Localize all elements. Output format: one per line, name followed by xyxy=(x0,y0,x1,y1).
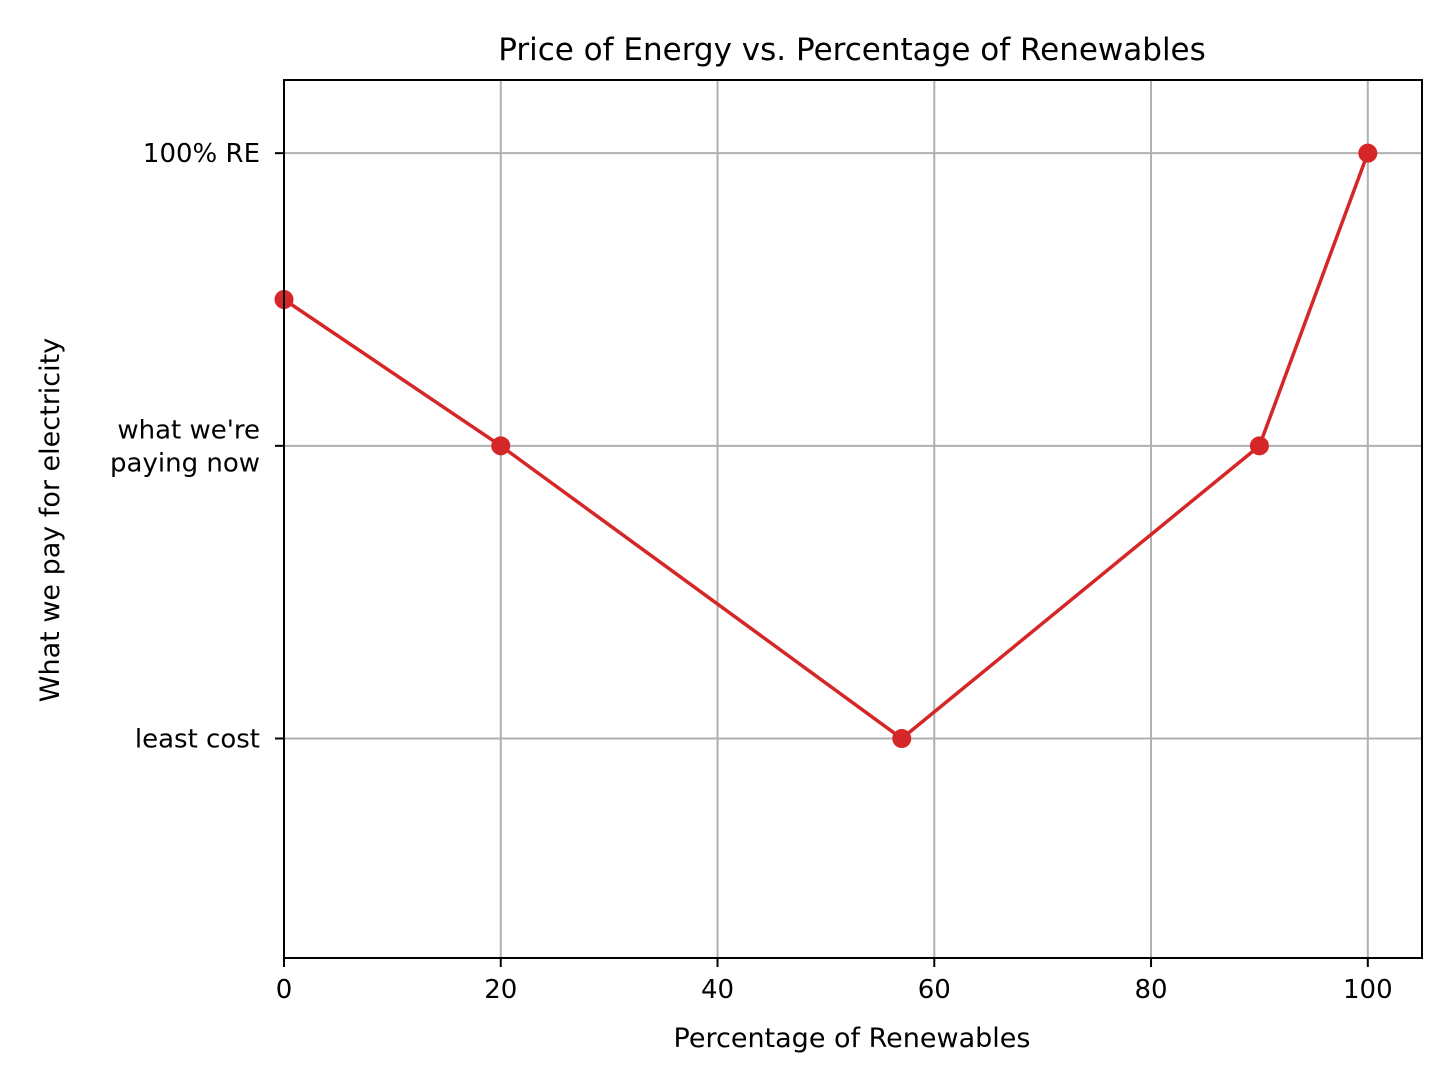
x-tick-label: 80 xyxy=(1135,975,1168,1005)
y-tick-label-line: what we're xyxy=(117,415,260,445)
data-point-marker xyxy=(491,436,511,456)
data-point-marker xyxy=(1358,143,1378,163)
x-axis-label: Percentage of Renewables xyxy=(674,1023,1031,1054)
y-tick-label: what we're paying now xyxy=(110,415,260,478)
y-axis-label: What we pay for electricity xyxy=(35,338,66,702)
axis-ticks: 0 20 40 60 80 100 least cost what we're paying n… xyxy=(110,139,1393,1005)
y-tick-label-line: 100% RE xyxy=(143,139,260,169)
x-tick-label: 0 xyxy=(276,975,293,1005)
x-tick-label: 40 xyxy=(701,975,734,1005)
data-point-marker xyxy=(892,729,912,748)
grid-lines xyxy=(283,80,1422,958)
x-tick-label: 60 xyxy=(918,975,951,1005)
data-point-marker xyxy=(1249,436,1269,456)
y-tick-label-line: paying now xyxy=(110,448,260,478)
x-tick-label: 100 xyxy=(1343,975,1393,1005)
y-tick-label-line: least cost xyxy=(135,725,260,755)
chart-title: Price of Energy vs. Percentage of Renewa… xyxy=(498,32,1206,68)
x-tick-label: 20 xyxy=(484,975,517,1005)
plot-frame xyxy=(283,79,1423,959)
y-tick-label: least cost xyxy=(135,725,260,755)
y-tick-label: 100% RE xyxy=(143,139,260,169)
